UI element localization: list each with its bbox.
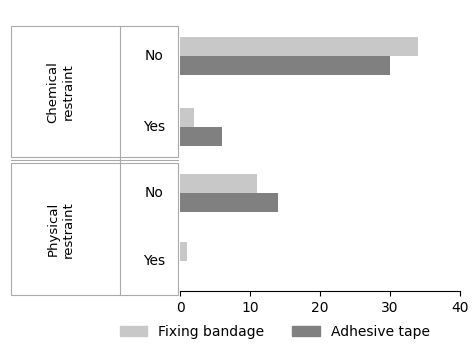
Bar xyxy=(180,108,194,127)
Bar xyxy=(180,242,187,261)
Bar xyxy=(180,37,418,56)
Bar xyxy=(11,163,178,295)
Text: Yes: Yes xyxy=(144,120,165,134)
Bar xyxy=(180,127,222,146)
Text: No: No xyxy=(145,49,164,63)
Text: Physical
restraint: Physical restraint xyxy=(46,201,75,257)
Bar xyxy=(180,174,257,193)
Text: Yes: Yes xyxy=(144,254,165,268)
Bar xyxy=(11,26,178,157)
Legend: Fixing bandage, Adhesive tape: Fixing bandage, Adhesive tape xyxy=(114,320,436,344)
Bar xyxy=(180,193,278,212)
Text: No: No xyxy=(145,186,164,200)
Bar xyxy=(180,56,390,75)
Text: Chemical
restraint: Chemical restraint xyxy=(46,61,75,122)
